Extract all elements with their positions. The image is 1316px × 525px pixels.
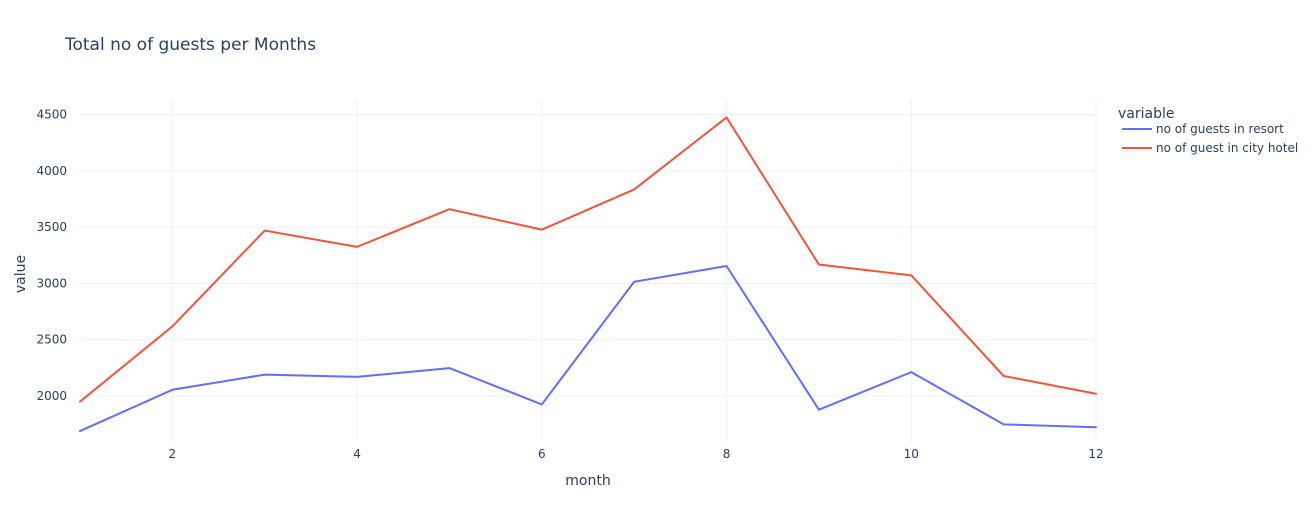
- x-tick-label-8: 8: [723, 447, 731, 461]
- x-axis-title: month: [565, 473, 610, 489]
- plot-series: [79, 116, 1097, 433]
- legend-title: variable: [1118, 106, 1174, 122]
- x-axis-ticks: 2 4 6 8 10 12: [169, 447, 1104, 461]
- y-tick-label-4500: 4500: [36, 108, 67, 122]
- x-tick-label-2: 2: [169, 447, 177, 461]
- y-axis-title: value: [13, 255, 29, 293]
- legend-items: no of guests in resort no of guest in cit…: [1122, 122, 1298, 155]
- y-tick-label-2000: 2000: [36, 389, 67, 403]
- x-tick-label-6: 6: [538, 447, 546, 461]
- x-tick-label-4: 4: [353, 447, 361, 461]
- plot-grid: [80, 100, 1097, 441]
- y-tick-label-3500: 3500: [36, 220, 67, 234]
- chart-title: Total no of guests per Months: [64, 35, 316, 55]
- y-tick-label-3000: 3000: [36, 276, 67, 290]
- legend-label-2[interactable]: no of guest in city hotel: [1156, 141, 1298, 155]
- x-tick-label-12: 12: [1088, 447, 1103, 461]
- series-line-1[interactable]: [79, 265, 1097, 433]
- x-tick-label-10: 10: [904, 447, 919, 461]
- legend-label-1[interactable]: no of guests in resort: [1156, 122, 1284, 136]
- y-tick-label-2500: 2500: [36, 333, 67, 347]
- series-line-2[interactable]: [79, 116, 1097, 403]
- y-tick-label-4000: 4000: [36, 164, 67, 178]
- y-axis-ticks: 2000 2500 3000 3500 4000 4500: [36, 108, 67, 403]
